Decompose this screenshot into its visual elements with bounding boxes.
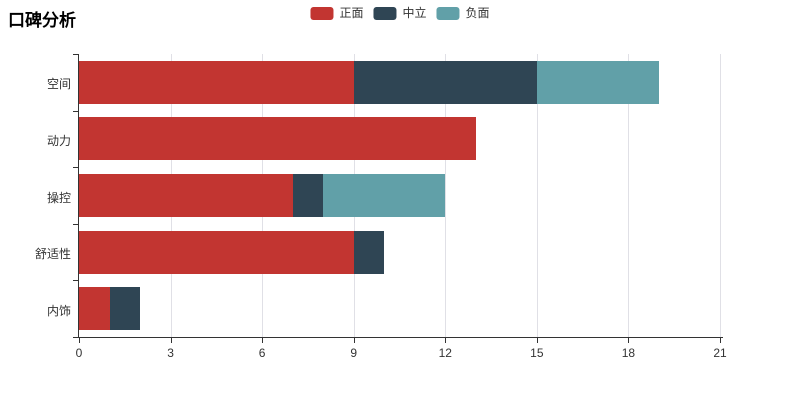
gridline — [628, 54, 630, 337]
y-axis-tick — [73, 223, 78, 225]
x-axis-tick — [262, 338, 264, 343]
legend-swatch-icon — [373, 7, 397, 20]
y-axis-category-label: 操控 — [46, 190, 71, 205]
y-axis-category-label: 舒适性 — [34, 247, 71, 262]
x-axis-tick — [353, 338, 355, 343]
x-axis-tick-label: 21 — [713, 346, 727, 360]
gridline — [445, 54, 447, 337]
bar-segment-中立[interactable] — [109, 287, 141, 331]
bar-segment-正面[interactable] — [79, 174, 293, 217]
y-axis-category-label: 内饰 — [46, 303, 71, 318]
x-axis-tick — [536, 338, 538, 343]
bar-segment-正面[interactable] — [79, 287, 110, 331]
bar-segment-中立[interactable] — [353, 230, 385, 274]
legend-label: 负面 — [465, 6, 490, 20]
bar-segment-负面[interactable] — [323, 174, 446, 217]
y-axis-tick — [73, 337, 78, 338]
bar-segment-负面[interactable] — [536, 60, 659, 104]
x-axis-tick-label: 9 — [350, 346, 358, 360]
legend-label: 中立 — [402, 6, 427, 20]
x-axis-line — [78, 337, 723, 338]
x-axis-tick — [79, 338, 80, 343]
legend-item-正面[interactable]: 正面 — [310, 7, 363, 20]
bar-segment-中立[interactable] — [292, 174, 324, 217]
y-axis-category-label: 动力 — [46, 133, 71, 148]
legend-swatch-icon — [436, 7, 460, 20]
y-axis-tick — [73, 280, 78, 282]
y-axis-category-label: 空间 — [46, 77, 71, 92]
y-axis-tick — [73, 54, 78, 55]
x-axis-tick-label: 15 — [530, 346, 544, 360]
legend-swatch-icon — [310, 7, 334, 20]
bar-segment-正面[interactable] — [79, 60, 354, 104]
x-axis-tick-label: 0 — [75, 346, 83, 360]
y-axis-line — [78, 54, 79, 338]
bar-segment-中立[interactable] — [353, 60, 537, 104]
x-axis-tick-label: 3 — [167, 346, 174, 360]
legend-label: 正面 — [339, 6, 364, 20]
bar-segment-正面[interactable] — [79, 117, 476, 161]
x-axis-tick — [445, 338, 447, 343]
legend: 正面 中立 负面 — [310, 6, 490, 20]
x-axis-tick — [170, 338, 172, 343]
gridline — [536, 54, 538, 337]
chart-title: 口碑分析 — [8, 11, 76, 30]
y-axis-tick — [73, 167, 78, 169]
x-axis-tick-label: 12 — [438, 346, 452, 360]
x-axis-tick-label: 6 — [258, 346, 266, 360]
legend-item-负面[interactable]: 负面 — [436, 6, 490, 20]
y-axis-tick — [73, 110, 78, 112]
x-axis-tick-label: 18 — [621, 346, 636, 360]
bar-segment-正面[interactable] — [79, 230, 354, 274]
gridline — [720, 54, 721, 337]
x-axis-tick — [720, 338, 721, 343]
x-axis-tick — [628, 338, 630, 343]
legend-item-中立[interactable]: 中立 — [373, 6, 427, 20]
